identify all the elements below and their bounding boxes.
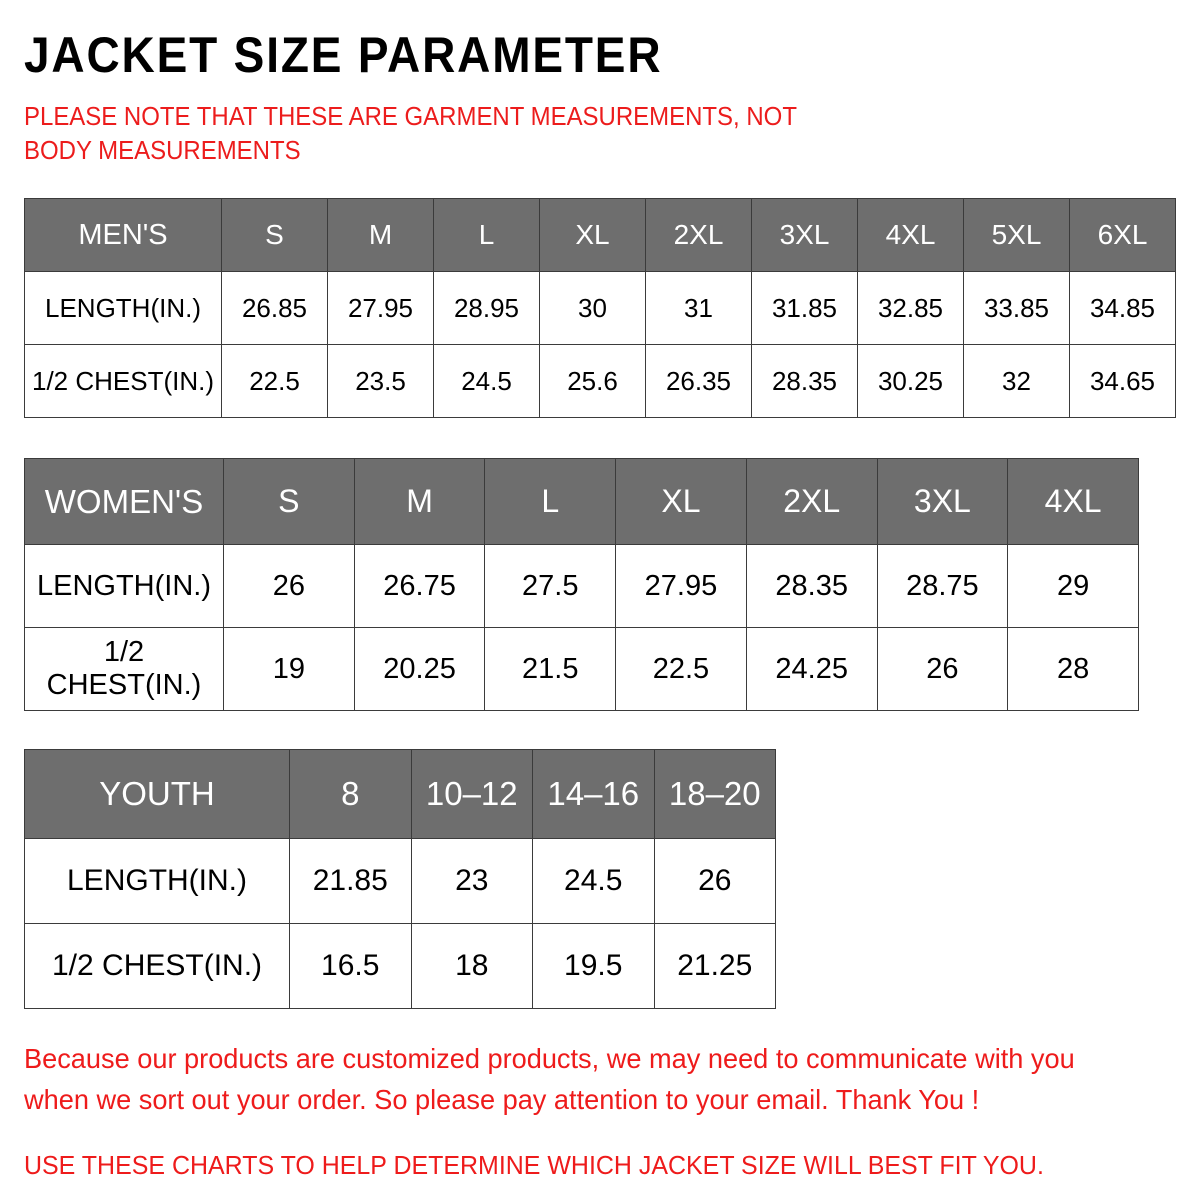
youth-cell-r1-c2: 19.5 — [532, 923, 655, 1010]
womens-size-header-0: S — [223, 458, 355, 546]
mens-cell-r0-c0: 26.85 — [221, 271, 328, 346]
table-row: 1/2 CHEST(IN.) 16.5 18 19.5 21.25 — [24, 923, 776, 1010]
mens-cell-r1-c5: 28.35 — [751, 344, 858, 419]
table-header-row: YOUTH 8 10–12 14–16 18–20 — [24, 749, 776, 840]
youth-cell-r0-c2: 24.5 — [532, 838, 655, 925]
youth-size-table: YOUTH 8 10–12 14–16 18–20 LENGTH(IN.) 21.85 2… — [24, 749, 776, 1010]
mens-cell-r0-c2: 28.95 — [433, 271, 540, 346]
table-row: LENGTH(IN.) 26 26.75 27.5 27.95 28.35 28.75 29 — [24, 544, 1139, 629]
mens-cell-r0-c5: 31.85 — [751, 271, 858, 346]
mens-cell-r1-c6: 30.25 — [857, 344, 964, 419]
womens-row-label-1: 1/2 CHEST(IN.) — [24, 627, 224, 712]
mens-table-head: MEN'S S M L XL 2XL 3XL 4XL 5XL 6XL — [24, 198, 1176, 273]
mens-size-header-4: 2XL — [645, 198, 752, 273]
mens-size-header-3: XL — [539, 198, 646, 273]
chart-usage-note: USE THESE CHARTS TO HELP DETERMINE WHICH… — [24, 1149, 1044, 1180]
womens-cell-r0-c3: 27.95 — [615, 544, 747, 629]
womens-cell-r0-c0: 26 — [223, 544, 355, 629]
youth-cell-r1-c1: 18 — [410, 923, 533, 1010]
page-title: JACKET SIZE PARAMETER — [24, 27, 663, 83]
mens-size-header-2: L — [433, 198, 540, 273]
mens-size-header-0: S — [221, 198, 328, 273]
mens-size-header-1: M — [327, 198, 434, 273]
garment-measurement-notice: PLEASE NOTE THAT THESE ARE GARMENT MEASU… — [24, 103, 797, 166]
youth-size-header-1: 10–12 — [410, 749, 533, 840]
mens-row-label-1: 1/2 CHEST(IN.) — [24, 344, 222, 419]
youth-row-label-1: 1/2 CHEST(IN.) — [24, 923, 290, 1010]
womens-table-body: LENGTH(IN.) 26 26.75 27.5 27.95 28.35 28.75 29 1… — [24, 544, 1139, 712]
womens-size-table: WOMEN'S S M L XL 2XL 3XL 4XL LENGTH(IN.) 26 26.7… — [24, 458, 1139, 712]
youth-cell-r1-c3: 21.25 — [653, 923, 776, 1010]
womens-corner-label: WOMEN'S — [24, 458, 224, 546]
table-header-row: WOMEN'S S M L XL 2XL 3XL 4XL — [24, 458, 1139, 546]
womens-cell-r0-c5: 28.75 — [876, 544, 1009, 629]
womens-cell-r1-c3: 22.5 — [615, 627, 747, 712]
womens-cell-r1-c1: 20.25 — [353, 627, 486, 712]
mens-cell-r0-c4: 31 — [645, 271, 752, 346]
womens-table-head: WOMEN'S S M L XL 2XL 3XL 4XL — [24, 458, 1139, 546]
youth-cell-r1-c0: 16.5 — [289, 923, 412, 1010]
youth-corner-label: YOUTH — [24, 749, 290, 840]
youth-table-body: LENGTH(IN.) 21.85 23 24.5 26 1/2 CHEST(IN.) 16… — [24, 838, 776, 1010]
table-row: 1/2 CHEST(IN.) 19 20.25 21.5 22.5 24.25 26 28 — [24, 627, 1139, 712]
mens-size-header-6: 4XL — [857, 198, 964, 273]
table-row: LENGTH(IN.) 26.85 27.95 28.95 30 31 31.85 32.85… — [24, 271, 1176, 346]
mens-cell-r0-c3: 30 — [539, 271, 646, 346]
youth-cell-r0-c1: 23 — [410, 838, 533, 925]
womens-size-header-5: 3XL — [876, 458, 1009, 546]
womens-size-header-3: XL — [615, 458, 747, 546]
youth-size-header-0: 8 — [289, 749, 412, 840]
mens-size-table: MEN'S S M L XL 2XL 3XL 4XL 5XL 6XL LENGTH(IN.) 26… — [24, 198, 1176, 419]
table-header-row: MEN'S S M L XL 2XL 3XL 4XL 5XL 6XL — [24, 198, 1176, 273]
womens-size-header-4: 2XL — [745, 458, 878, 546]
youth-table-head: YOUTH 8 10–12 14–16 18–20 — [24, 749, 776, 840]
mens-row-label-0: LENGTH(IN.) — [24, 271, 222, 346]
mens-size-header-8: 6XL — [1069, 198, 1176, 273]
mens-table-body: LENGTH(IN.) 26.85 27.95 28.95 30 31 31.85 32.85… — [24, 271, 1176, 419]
womens-size-header-1: M — [353, 458, 486, 546]
womens-row-label-0: LENGTH(IN.) — [24, 544, 224, 629]
youth-size-header-2: 14–16 — [532, 749, 655, 840]
mens-corner-label: MEN'S — [24, 198, 222, 273]
womens-cell-r1-c5: 26 — [876, 627, 1009, 712]
mens-cell-r1-c0: 22.5 — [221, 344, 328, 419]
womens-size-header-6: 4XL — [1007, 458, 1139, 546]
mens-cell-r1-c4: 26.35 — [645, 344, 752, 419]
youth-size-header-3: 18–20 — [653, 749, 776, 840]
youth-cell-r0-c3: 26 — [653, 838, 776, 925]
mens-size-header-7: 5XL — [963, 198, 1070, 273]
womens-cell-r1-c6: 28 — [1007, 627, 1139, 712]
womens-cell-r0-c6: 29 — [1007, 544, 1139, 629]
customization-note: Because our products are customized prod… — [24, 1043, 1075, 1115]
mens-cell-r1-c7: 32 — [963, 344, 1070, 419]
table-row: LENGTH(IN.) 21.85 23 24.5 26 — [24, 838, 776, 925]
womens-cell-r1-c0: 19 — [223, 627, 355, 712]
mens-cell-r1-c1: 23.5 — [327, 344, 434, 419]
womens-cell-r0-c1: 26.75 — [353, 544, 486, 629]
womens-cell-r0-c2: 27.5 — [484, 544, 617, 629]
mens-size-header-5: 3XL — [751, 198, 858, 273]
womens-cell-r1-c2: 21.5 — [484, 627, 617, 712]
mens-cell-r1-c3: 25.6 — [539, 344, 646, 419]
mens-cell-r0-c7: 33.85 — [963, 271, 1070, 346]
mens-cell-r1-c8: 34.65 — [1069, 344, 1176, 419]
mens-cell-r0-c6: 32.85 — [857, 271, 964, 346]
table-row: 1/2 CHEST(IN.) 22.5 23.5 24.5 25.6 26.35 28.35… — [24, 344, 1176, 419]
mens-cell-r1-c2: 24.5 — [433, 344, 540, 419]
youth-cell-r0-c0: 21.85 — [289, 838, 412, 925]
mens-cell-r0-c1: 27.95 — [327, 271, 434, 346]
womens-cell-r1-c4: 24.25 — [745, 627, 878, 712]
womens-size-header-2: L — [484, 458, 617, 546]
youth-row-label-0: LENGTH(IN.) — [24, 838, 290, 925]
womens-cell-r0-c4: 28.35 — [745, 544, 878, 629]
mens-cell-r0-c8: 34.85 — [1069, 271, 1176, 346]
